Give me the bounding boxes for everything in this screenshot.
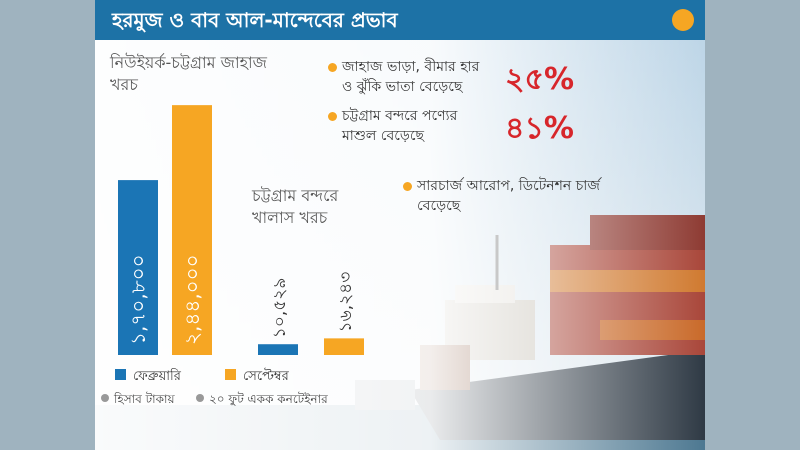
legend-swatch <box>115 369 126 380</box>
header-bar <box>95 0 705 40</box>
bullet-dot <box>403 182 412 191</box>
chart-title: নিউইয়র্ক-চট্টগ্রাম জাহাজ খরচ <box>110 53 267 94</box>
legend-swatch <box>225 369 236 380</box>
legend-label: সেপ্টেম্বর <box>243 368 290 384</box>
bar <box>118 180 158 355</box>
value-label: ১০,৫২৯ <box>270 278 290 339</box>
legend-label: ফেব্রুয়ারি <box>133 368 182 384</box>
note: ২০ ফুট একক কনটেইনার <box>209 392 328 407</box>
highlight-value: ২৫% <box>505 62 575 97</box>
bar <box>324 338 364 355</box>
highlight-text: সারচার্জ আরোপ, ডিটেনশন চার্জ বেড়েছে <box>417 178 600 214</box>
header-title: হরমুজ ও বাব আল-মান্দেবের প্রভাব <box>111 8 398 33</box>
bullet-dot <box>328 112 337 121</box>
note-dot <box>101 394 109 402</box>
value-label: ১৬,২৪৩ <box>336 272 356 333</box>
chart-title: চট্টগ্রাম বন্দরে খালাস খরচ <box>252 186 339 227</box>
highlight-text: জাহাজ ভাড়া, বীমার হার ও ঝুঁকি ভাতা বেড়… <box>342 59 480 95</box>
logo <box>672 9 694 31</box>
bar <box>172 105 212 355</box>
note: হিসাব টাকায় <box>113 392 176 406</box>
value-label: ১,৭০,৮০০ <box>126 254 150 345</box>
highlight-value: ৪১% <box>505 111 574 146</box>
note-dot <box>196 394 204 402</box>
value-label: ২,৪৪,০০০ <box>180 254 204 345</box>
highlight-text: চট্টগ্রাম বন্দরে পণ্যের মাশুল বেড়েছে <box>342 108 458 144</box>
bar <box>258 344 298 355</box>
bullet-dot <box>328 63 337 72</box>
